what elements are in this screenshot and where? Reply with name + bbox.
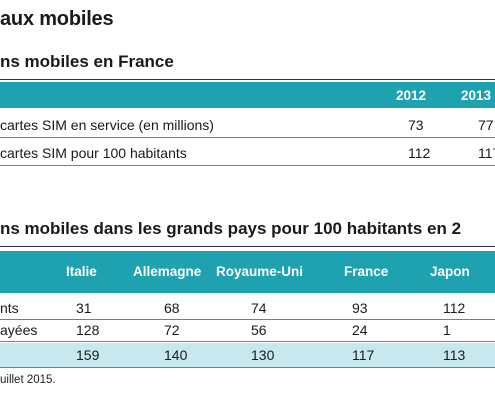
table1-cell: 112 bbox=[408, 145, 431, 161]
table2-cell: 93 bbox=[352, 300, 368, 316]
table1-cell: 117 bbox=[478, 145, 495, 161]
table2-cell: 140 bbox=[164, 347, 188, 363]
table2-col-royaume-uni: Royaume-Uni bbox=[216, 264, 304, 279]
section-title: aux mobiles bbox=[0, 8, 114, 30]
table2-row-divider bbox=[0, 341, 495, 342]
table2-cell: 74 bbox=[251, 300, 267, 316]
table2-row-divider bbox=[0, 367, 495, 368]
table2-cell: 112 bbox=[443, 300, 466, 316]
table1-year-2013: 2013 bbox=[461, 88, 492, 103]
table1-title-rule bbox=[0, 79, 495, 80]
table2-cell: 130 bbox=[251, 347, 275, 363]
table2-cell: 159 bbox=[76, 347, 100, 363]
table2-cell: 31 bbox=[76, 300, 92, 316]
table2-col-allemagne: Allemagne bbox=[133, 264, 202, 279]
table1-row-label: cartes SIM pour 100 habitants bbox=[0, 145, 187, 161]
table2-col-france: France bbox=[344, 264, 389, 279]
table2-col-italie: Italie bbox=[66, 264, 97, 279]
table2-cell: 113 bbox=[443, 347, 466, 363]
table2-cell: 56 bbox=[251, 322, 267, 338]
table1-cell: 77 bbox=[478, 117, 494, 133]
table1-row: cartes SIM en service (en millions) 73 7… bbox=[0, 113, 495, 137]
table2-title-rule bbox=[0, 246, 495, 247]
table1-header: 2012 2013 bbox=[0, 82, 495, 108]
table2-cell: 117 bbox=[352, 347, 375, 363]
table2-title: ns mobiles dans les grands pays pour 100… bbox=[0, 219, 462, 238]
table2-row-divider bbox=[0, 319, 495, 320]
table2-col-japon: Japon bbox=[430, 264, 470, 279]
table2-cell: 128 bbox=[76, 322, 100, 338]
table1-row: cartes SIM pour 100 habitants 112 117 bbox=[0, 141, 495, 165]
table2-row-label: ayées bbox=[0, 322, 38, 338]
source-note: uillet 2015. bbox=[0, 374, 56, 386]
table1-row-label: cartes SIM en service (en millions) bbox=[0, 117, 214, 133]
table2-row: nts 31 68 74 93 112 bbox=[0, 297, 495, 319]
table2-row-label: nts bbox=[0, 300, 19, 316]
table2-cell: 68 bbox=[164, 300, 180, 316]
table1-row-divider bbox=[0, 165, 495, 166]
table2-total-row: 159 140 130 117 113 bbox=[0, 343, 495, 367]
table2-cell: 24 bbox=[352, 322, 368, 338]
table2-cell: 1 bbox=[443, 322, 451, 338]
table1-year-2012: 2012 bbox=[396, 88, 427, 103]
table2-header: Italie Allemagne Royaume-Uni France Japo… bbox=[0, 251, 495, 293]
table2-cell: 72 bbox=[164, 322, 180, 338]
table1-title: ns mobiles en France bbox=[0, 52, 174, 71]
table1-cell: 73 bbox=[408, 117, 424, 133]
table2-row: ayées 128 72 56 24 1 bbox=[0, 319, 495, 341]
table1-row-divider bbox=[0, 137, 495, 138]
